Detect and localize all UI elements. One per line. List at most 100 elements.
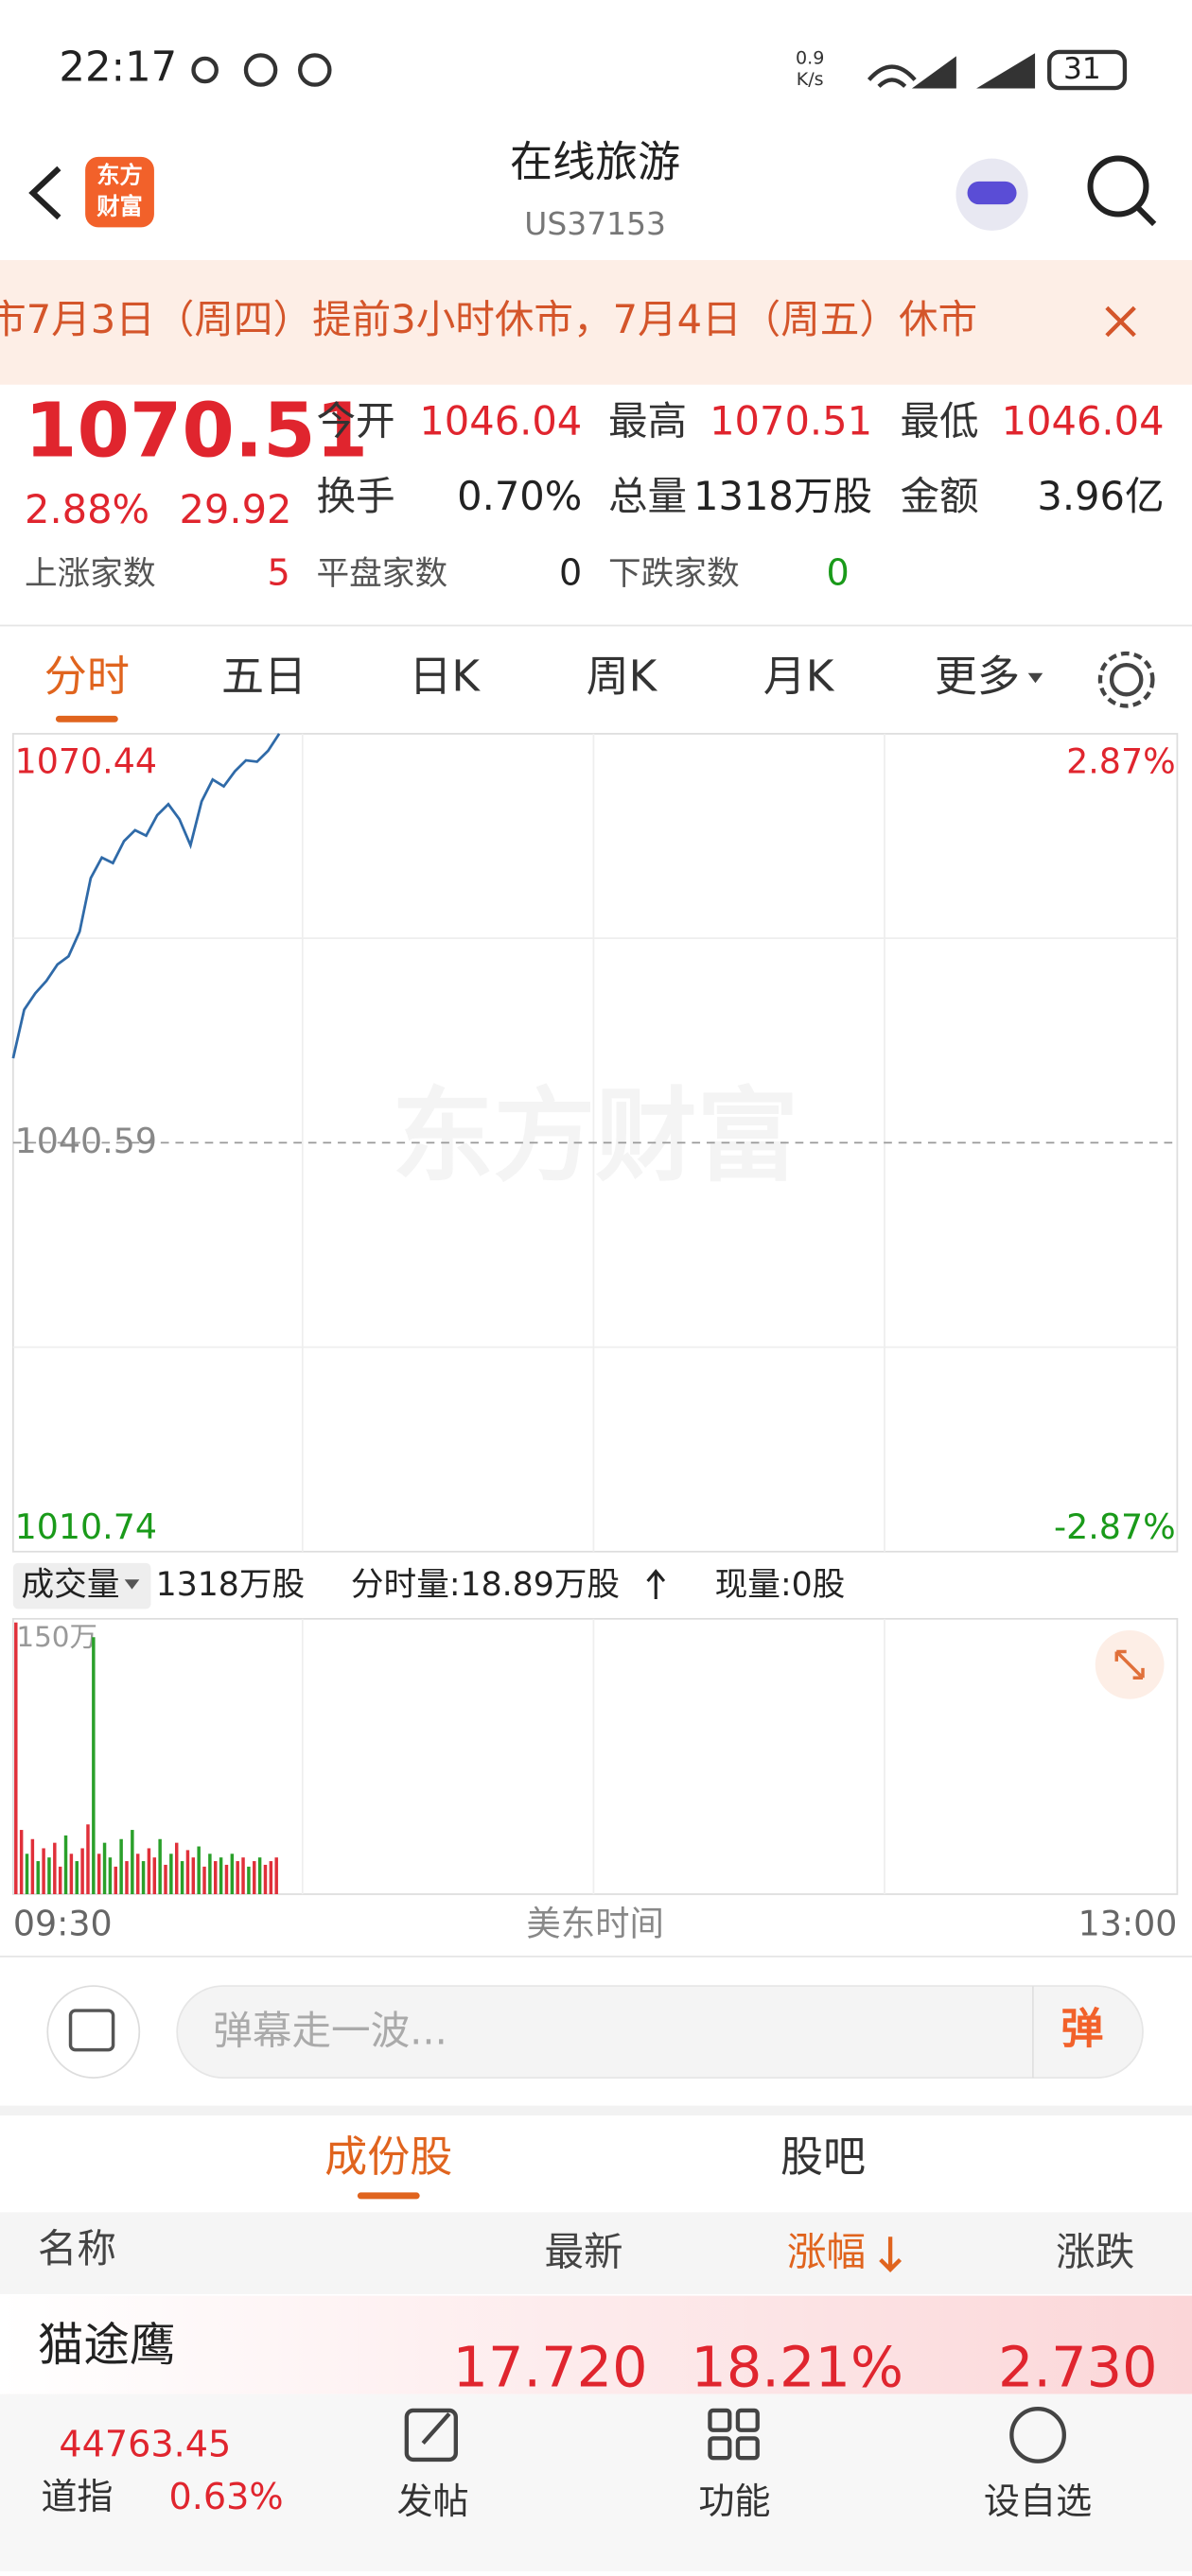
tab[interactable]: 周K [587,652,658,702]
volume-current: 现量:0股 [715,1566,846,1604]
danmaku-list-button[interactable] [46,1985,141,2079]
volume-bar [214,1861,218,1894]
stat-label: 今开 [316,397,394,444]
notice-text: 市7月3日（周四）提前3小时休市，7月4日（周五）休市 [0,296,977,342]
expand-button[interactable] [1095,1629,1165,1699]
breadth-label: 上涨家数 [25,555,156,593]
danmaku-send[interactable]: 弹 [1061,2004,1103,2054]
tab[interactable]: 五日 [221,652,307,702]
settings-button[interactable] [1097,651,1155,708]
stat-label: 总量 [608,473,687,519]
stock-change: 2.730 [998,2334,1158,2399]
robot-icon[interactable] [955,158,1028,231]
column-header[interactable]: 涨幅 [787,2228,866,2274]
stock-name: 猫途鹰 [38,2319,176,2372]
stat-label: 最低 [900,397,978,444]
dropdown-arrow [124,1579,140,1590]
logo [85,156,154,228]
volume-bar [197,1846,201,1894]
volume-bar [135,1854,140,1894]
volume-bar [125,1861,129,1894]
table-header [0,2212,1192,2294]
tab-underline [357,2192,420,2200]
volume-bar [102,1842,107,1894]
status-icons [191,49,1128,91]
net-speed-unit: K/s [797,69,824,90]
volume-bar [92,1637,96,1894]
volume-selector[interactable] [12,1562,151,1610]
search-button[interactable] [1087,155,1157,227]
stat-value: 0.70% [457,473,582,519]
stat-label: 换手 [316,473,394,519]
column-header[interactable]: 涨跌 [1056,2228,1134,2274]
danmaku-input[interactable] [176,1985,1144,2079]
sub-tab[interactable]: 股吧 [780,2132,866,2182]
breadth-value: 5 [268,551,290,593]
volume-bar [141,1861,146,1894]
tab[interactable]: 月K [763,652,835,702]
volume-bar [58,1866,62,1894]
volume-bar [274,1857,278,1894]
tab[interactable]: 更多 [935,652,1020,702]
nav-item[interactable]: 功能 [698,2480,770,2522]
stat-label: 最高 [608,397,687,444]
volume-bar [108,1857,113,1894]
volume-bar [96,1854,101,1894]
volume-bar [36,1861,40,1894]
index-value[interactable]: 44763.45 [59,2424,231,2465]
price-line [11,733,281,1059]
danmaku-placeholder: 弹幕走一波... [213,2007,447,2053]
volume-bar [263,1864,268,1894]
index-change[interactable]: 0.63% [169,2476,284,2517]
battery-level: 31 [1063,52,1101,86]
notice-close[interactable] [1105,305,1136,338]
volume-bar [158,1838,162,1894]
page-title: 在线旅游 [510,137,680,187]
stat-label: 金额 [900,473,978,519]
x-tick-label: 09:30 [13,1903,113,1943]
volume-bar [30,1838,35,1894]
volume-bar [86,1824,90,1894]
volume-bar [241,1857,245,1894]
tab-active[interactable]: 分时 [44,652,130,702]
y-tick-label: 1070.44 [15,741,157,782]
change-amount: 29.92 [179,486,291,532]
x-axis-label: 美东时间 [526,1903,664,1943]
stock-price: 17.720 [452,2334,647,2399]
logo-text: 东方 [96,162,143,189]
up-arrow [646,1569,666,1600]
nav-item[interactable]: 设自选 [984,2480,1092,2522]
tab[interactable]: 日K [409,652,481,702]
volume-bar [19,1830,24,1894]
volume-bar [230,1854,235,1894]
change-pct: 2.88% [25,486,149,532]
sub-tab-active[interactable]: 成份股 [324,2132,452,2182]
nav-icons [404,2407,1066,2463]
volume-bar [180,1861,184,1894]
column-header[interactable]: 最新 [544,2228,622,2274]
tab-underline [55,715,118,722]
period-tabs: 分时 五日 日K 周K 月K 更多 [44,652,1043,722]
volume-bar [42,1848,45,1894]
breadth-value: 0 [827,551,850,593]
logo-text: 财富 [96,193,143,220]
stat-value: 1318万股 [693,473,872,519]
volume-bar [119,1838,123,1894]
bottom-bar [0,2393,1192,2571]
index-name[interactable]: 道指 [41,2476,113,2517]
y-tick-label: 150万 [16,1621,97,1653]
dropdown-arrow [1027,672,1043,684]
volume-bar [75,1861,79,1894]
volume-plot-frame [11,1617,1179,1895]
table-row[interactable] [0,2295,1192,2394]
volume-bar [47,1857,51,1894]
notice-bar [0,260,1192,385]
volume-bar [219,1857,223,1894]
volume-bar [202,1866,206,1894]
volume-bar [164,1864,167,1894]
nav-item[interactable]: 发帖 [396,2480,468,2522]
volume-chart: 150万 09:30 13:00 美东时间 [13,1618,1177,1943]
back-button[interactable] [28,165,61,220]
